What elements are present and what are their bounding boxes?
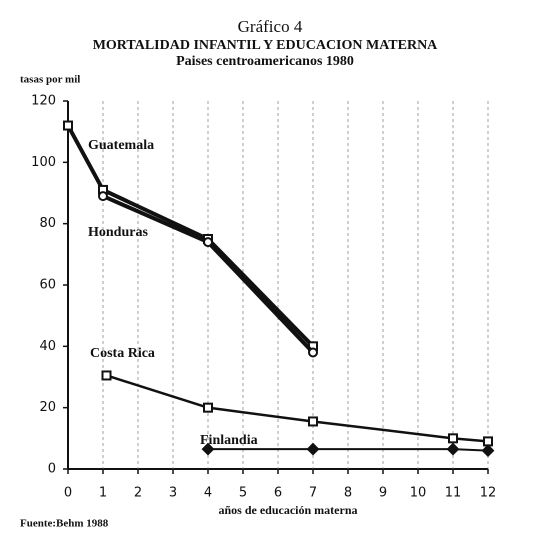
x-axis-label: años de educación materna: [219, 503, 358, 517]
x-tick-label: 12: [480, 486, 497, 501]
point: [203, 237, 213, 248]
series-label: Guatemala: [88, 138, 154, 153]
x-tick-label: 3: [169, 486, 177, 501]
point: [448, 433, 458, 444]
y-tick-label: 40: [39, 339, 56, 354]
series-line: [66, 124, 315, 348]
point: [201, 442, 215, 456]
y-tick-label: 80: [39, 216, 56, 231]
y-tick-label: 20: [39, 400, 56, 415]
point: [446, 442, 460, 456]
x-tick-label: 4: [204, 486, 212, 501]
x-tick-label: 2: [134, 486, 142, 501]
x-tick-label: 10: [410, 486, 427, 501]
point: [101, 370, 112, 381]
source-note: Fuente:Behm 1988: [20, 518, 109, 530]
series-label: Costa Rica: [90, 346, 155, 361]
point: [306, 442, 320, 456]
x-tick-label: 7: [309, 486, 317, 501]
point: [308, 416, 318, 427]
x-tick-label: 8: [344, 486, 352, 501]
point: [63, 120, 73, 131]
point: [481, 444, 495, 458]
series-line: [208, 448, 489, 452]
y-tick-label: 60: [39, 278, 56, 293]
chart-subtitle: Paises centroamericanos 1980: [176, 54, 354, 69]
x-tick-label: 9: [379, 486, 387, 501]
x-tick-label: 6: [274, 486, 282, 501]
y-tick-label: 0: [48, 462, 56, 477]
x-tick-label: 5: [239, 486, 247, 501]
series-label: Finlandia: [200, 433, 258, 448]
x-tick-label: 1: [99, 486, 107, 501]
y-tick-label: 100: [31, 155, 56, 170]
x-tick-label: 11: [445, 486, 462, 501]
point: [98, 191, 108, 202]
series-label: Honduras: [88, 225, 148, 240]
point: [203, 402, 213, 413]
point: [308, 347, 318, 358]
x-tick-label: 0: [64, 486, 72, 501]
series-line: [106, 374, 489, 443]
y-axis-label: tasas por mil: [20, 74, 80, 86]
chart-subtitle: MORTALIDAD INFANTIL Y EDUCACION MATERNA: [93, 38, 438, 53]
chart-title: Gráfico 4: [238, 17, 303, 36]
y-tick-label: 120: [31, 94, 56, 109]
